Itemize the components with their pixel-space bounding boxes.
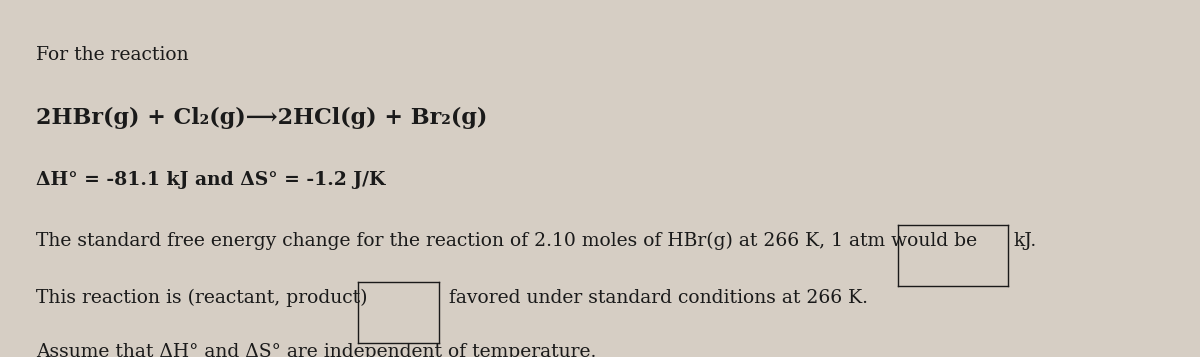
Text: ΔH° = -81.1 kJ and ΔS° = -1.2 J/K: ΔH° = -81.1 kJ and ΔS° = -1.2 J/K <box>36 171 385 189</box>
Text: 2HBr(g) + Cl₂(g)⟶2HCl(g) + Br₂(g): 2HBr(g) + Cl₂(g)⟶2HCl(g) + Br₂(g) <box>36 107 487 129</box>
Text: The standard free energy change for the reaction of 2.10 moles of HBr(g) at 266 : The standard free energy change for the … <box>36 232 977 250</box>
Text: kJ.: kJ. <box>1014 232 1037 250</box>
Text: favored under standard conditions at 266 K.: favored under standard conditions at 266… <box>449 289 868 307</box>
Text: This reaction is (reactant, product): This reaction is (reactant, product) <box>36 289 367 307</box>
Text: Assume that ΔH° and ΔS° are independent of temperature.: Assume that ΔH° and ΔS° are independent … <box>36 343 596 357</box>
Text: For the reaction: For the reaction <box>36 46 188 64</box>
